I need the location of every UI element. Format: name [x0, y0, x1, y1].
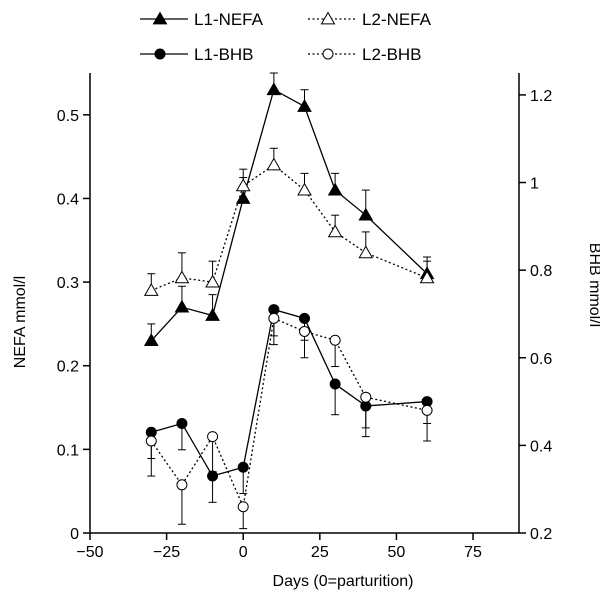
data-point: [297, 182, 312, 196]
data-point: [143, 282, 159, 296]
y-left-tick-label: 0: [70, 526, 79, 543]
y-left-tick-label: 0.5: [57, 108, 79, 125]
data-point: [176, 417, 188, 429]
legend-item-l1-nefa: L1-NEFA: [140, 10, 264, 29]
legend-label: L1-BHB: [194, 45, 254, 64]
data-point: [174, 299, 190, 313]
legend-item-l2-nefa: L2-NEFA: [308, 10, 432, 29]
data-point: [235, 190, 251, 204]
data-point: [327, 182, 343, 196]
data-point: [237, 461, 249, 473]
x-tick-label: 25: [311, 544, 329, 561]
x-axis-title: Days (0=parturition): [273, 573, 414, 590]
data-point: [360, 391, 372, 403]
legend-label: L1-NEFA: [194, 10, 264, 29]
x-tick-label: 0: [239, 544, 248, 561]
series-line: [150, 317, 428, 509]
x-tick-label: −25: [153, 544, 180, 561]
x-tick-label: 75: [464, 544, 482, 561]
data-point: [176, 479, 188, 491]
data-point: [419, 270, 435, 284]
data-point: [143, 333, 159, 347]
legend: L1-NEFA L2-NEFA L1-BHB L2-BHB: [140, 10, 432, 64]
data-point: [329, 378, 341, 390]
y-left-tick-label: 0.2: [57, 359, 79, 376]
legend-label: L2-NEFA: [362, 10, 432, 29]
y-right-tick-label: 0.4: [530, 438, 552, 455]
data-point: [421, 404, 433, 416]
y-right-tick-label: 0.2: [530, 526, 552, 543]
series-line: [151, 308, 428, 477]
axes: −50 −25 0 25 50 75 0 0.1 0.2 0.3 0.4 0.5 0.2 0.4 0.6 0.…: [57, 73, 552, 561]
data-point: [299, 325, 310, 337]
plot-area: [143, 72, 435, 530]
y-left-tick-label: 0.1: [57, 442, 79, 459]
data-point: [207, 470, 219, 482]
series-line: [150, 88, 428, 342]
legend-item-l2-bhb: L2-BHB: [308, 45, 422, 64]
x-tick-label: 50: [388, 544, 406, 561]
legend-marker: [322, 48, 334, 60]
data-point: [145, 435, 157, 447]
legend-item-l1-bhb: L1-BHB: [140, 45, 254, 64]
data-point: [235, 178, 251, 192]
data-point: [205, 308, 220, 321]
data-point: [266, 82, 282, 96]
y-axis-left-title: NEFA mmol/l: [12, 276, 29, 368]
x-tick-label: −50: [76, 544, 103, 561]
series-line: [151, 164, 428, 292]
y-axis-right-title: BHB mmol/l: [586, 243, 600, 327]
data-point: [174, 270, 190, 284]
data-point: [237, 501, 249, 513]
data-point: [207, 431, 219, 443]
data-point: [329, 334, 341, 346]
data-point: [205, 274, 220, 288]
data-point: [297, 98, 312, 112]
legend-marker: [320, 11, 336, 25]
legend-marker: [154, 48, 166, 60]
series-l1-nefa: [143, 72, 435, 347]
data-point: [358, 207, 374, 221]
legend-label: L2-BHB: [362, 45, 422, 64]
data-point: [299, 312, 310, 324]
y-right-tick-label: 1: [530, 176, 539, 193]
data-point: [266, 157, 282, 171]
y-right-tick-label: 0.8: [530, 263, 552, 280]
legend-marker: [152, 11, 168, 25]
y-left-tick-label: 0.3: [57, 275, 79, 292]
y-left-tick-label: 0.4: [57, 191, 79, 208]
series-l2-bhb: [145, 312, 433, 530]
data-point: [268, 312, 280, 324]
y-right-tick-label: 1.2: [530, 88, 552, 105]
data-point: [358, 245, 374, 259]
y-right-tick-label: 0.6: [530, 351, 552, 368]
data-point: [327, 224, 343, 238]
series-l1-bhb: [145, 304, 433, 503]
series-l2-nefa: [143, 147, 435, 296]
